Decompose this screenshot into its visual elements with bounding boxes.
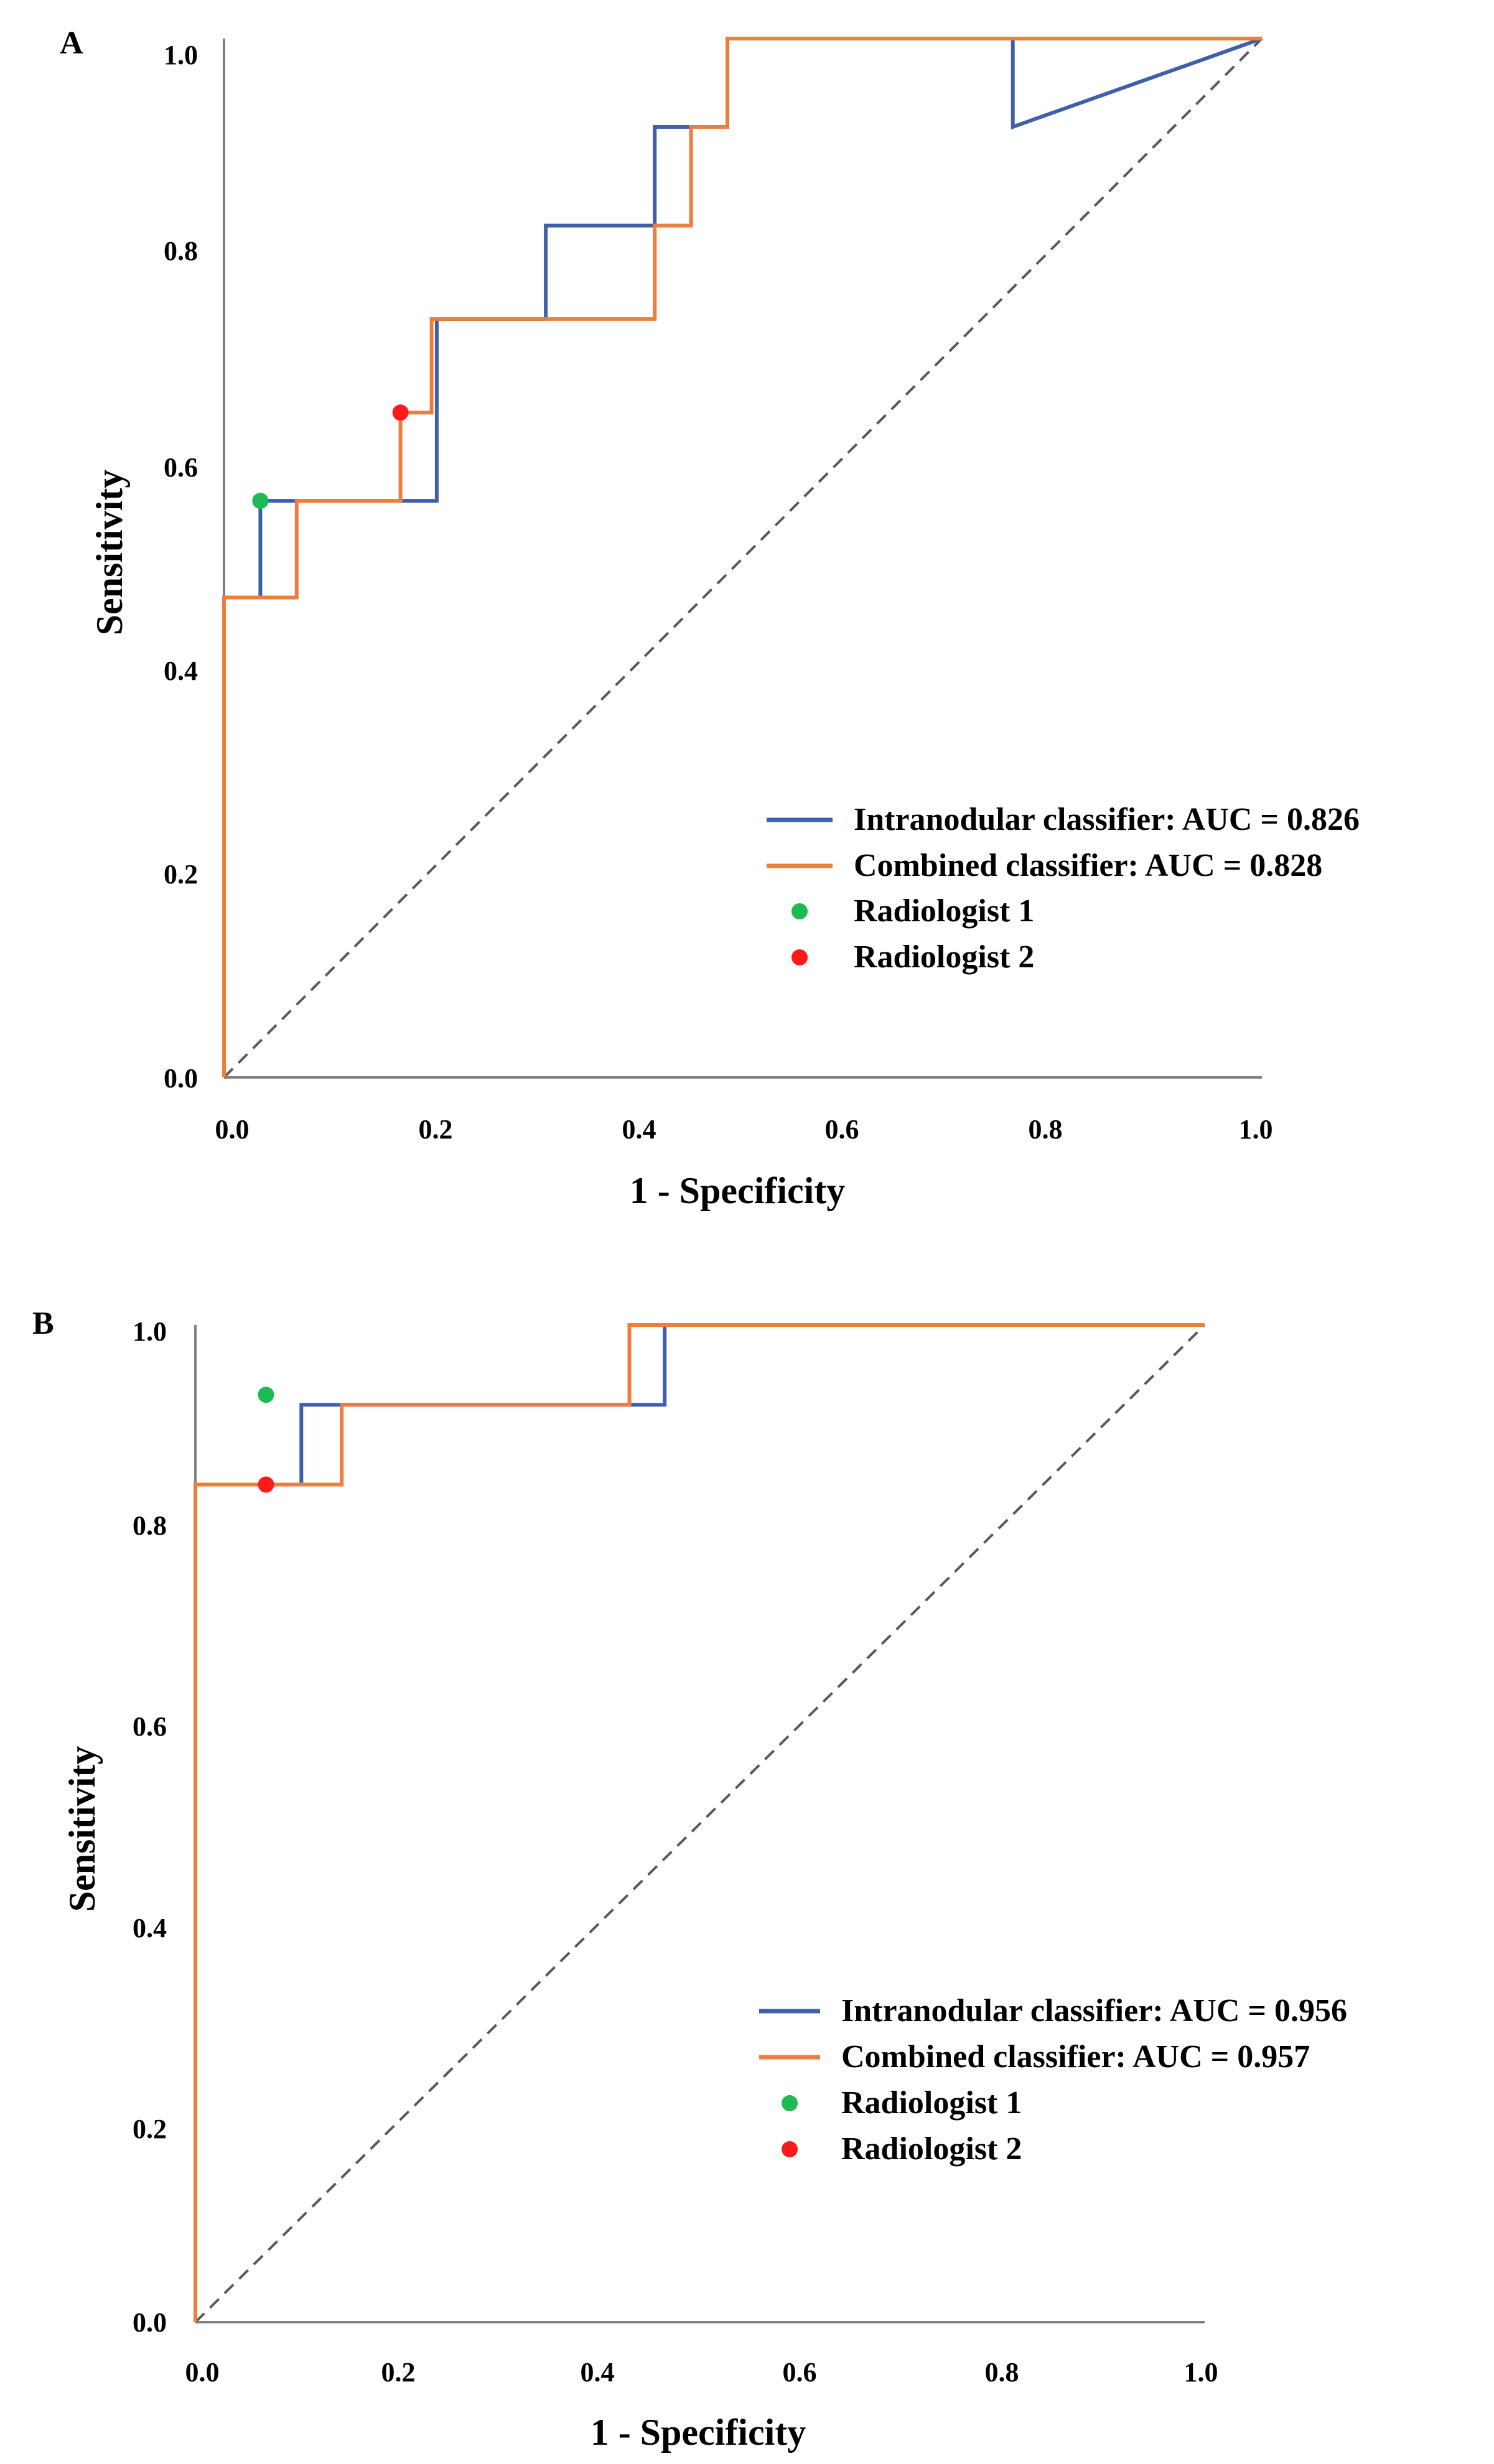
x-tick-label: 0.2 — [419, 1114, 453, 1145]
panel-label: B — [32, 1306, 54, 1341]
legend-label-radiologist-1: Radiologist 1 — [854, 893, 1034, 929]
legend-label-intranodular: Intranodular classifier: AUC = 0.956 — [841, 1993, 1347, 2029]
legend-marker-radiologist-2 — [782, 2141, 798, 2157]
x-tick-label: 0.2 — [381, 2357, 416, 2387]
y-tick-label: 0.0 — [133, 2307, 167, 2338]
x-tick-label: 0.0 — [185, 2357, 220, 2387]
x-tick-label: 0.0 — [215, 1114, 250, 1145]
legend-label-radiologist-2: Radiologist 2 — [854, 939, 1034, 975]
x-tick-label: 0.6 — [783, 2357, 817, 2387]
reference-diagonal — [223, 37, 1263, 1079]
x-tick-label: 0.8 — [985, 2357, 1019, 2387]
radiologist-1-point — [258, 1387, 274, 1403]
combined-roc-curve — [194, 1323, 1205, 2322]
y-tick-label: 0.8 — [133, 1510, 167, 1541]
y-tick-label: 1.0 — [164, 40, 198, 70]
y-tick-label: 0.2 — [164, 859, 198, 890]
y-tick-label: 0.6 — [133, 1711, 167, 1742]
legend-marker-radiologist-1 — [782, 2095, 798, 2111]
combined-roc-curve — [222, 37, 1262, 1077]
y-axis-label: Sensitivity — [62, 1746, 103, 1912]
x-tick-label: 1.0 — [1184, 2357, 1218, 2387]
panel-b: B 0.0 0.2 0.4 0.6 0.8 1.0 0.0 0.2 0.4 0.… — [32, 1306, 1347, 2453]
x-tick-label: 0.4 — [581, 2357, 615, 2387]
legend-label-radiologist-1: Radiologist 1 — [841, 2085, 1022, 2121]
y-tick-label: 0.0 — [164, 1063, 198, 1094]
y-tick-label: 1.0 — [133, 1316, 167, 1347]
x-axis-label: 1 - Specificity — [591, 2412, 806, 2453]
y-tick-label: 0.2 — [133, 2114, 167, 2144]
y-tick-label: 0.8 — [164, 236, 198, 266]
y-axis-label: Sensitivity — [89, 470, 130, 636]
x-axis-label: 1 - Specificity — [630, 1170, 846, 1211]
reference-diagonal — [194, 1324, 1206, 2323]
legend-label-radiologist-2: Radiologist 2 — [841, 2131, 1022, 2167]
x-tick-label: 0.6 — [825, 1114, 859, 1145]
legend-marker-radiologist-1 — [791, 903, 808, 919]
legend: Intranodular classifier: AUC = 0.826 Com… — [767, 802, 1360, 975]
y-tick-label: 0.6 — [164, 452, 198, 483]
legend-label-combined: Combined classifier: AUC = 0.828 — [854, 848, 1322, 883]
y-tick-label: 0.4 — [133, 1913, 167, 1943]
legend-label-intranodular: Intranodular classifier: AUC = 0.826 — [854, 802, 1360, 837]
legend-marker-radiologist-2 — [791, 949, 808, 965]
radiologist-1-point — [252, 493, 269, 509]
radiologist-2-point — [258, 1476, 274, 1493]
y-tick-label: 0.4 — [164, 656, 198, 686]
radiologist-2-point — [392, 404, 409, 421]
legend-label-combined: Combined classifier: AUC = 0.957 — [841, 2039, 1310, 2075]
legend: Intranodular classifier: AUC = 0.956 Com… — [759, 1993, 1347, 2167]
x-tick-label: 0.8 — [1029, 1114, 1063, 1145]
x-tick-label: 0.4 — [622, 1114, 656, 1145]
panel-label: A — [60, 26, 83, 61]
x-tick-label: 1.0 — [1239, 1114, 1273, 1145]
panel-a: A 0.0 0.2 0.4 0.6 0.8 1.0 0.0 0.2 0.4 0.… — [60, 26, 1360, 1211]
